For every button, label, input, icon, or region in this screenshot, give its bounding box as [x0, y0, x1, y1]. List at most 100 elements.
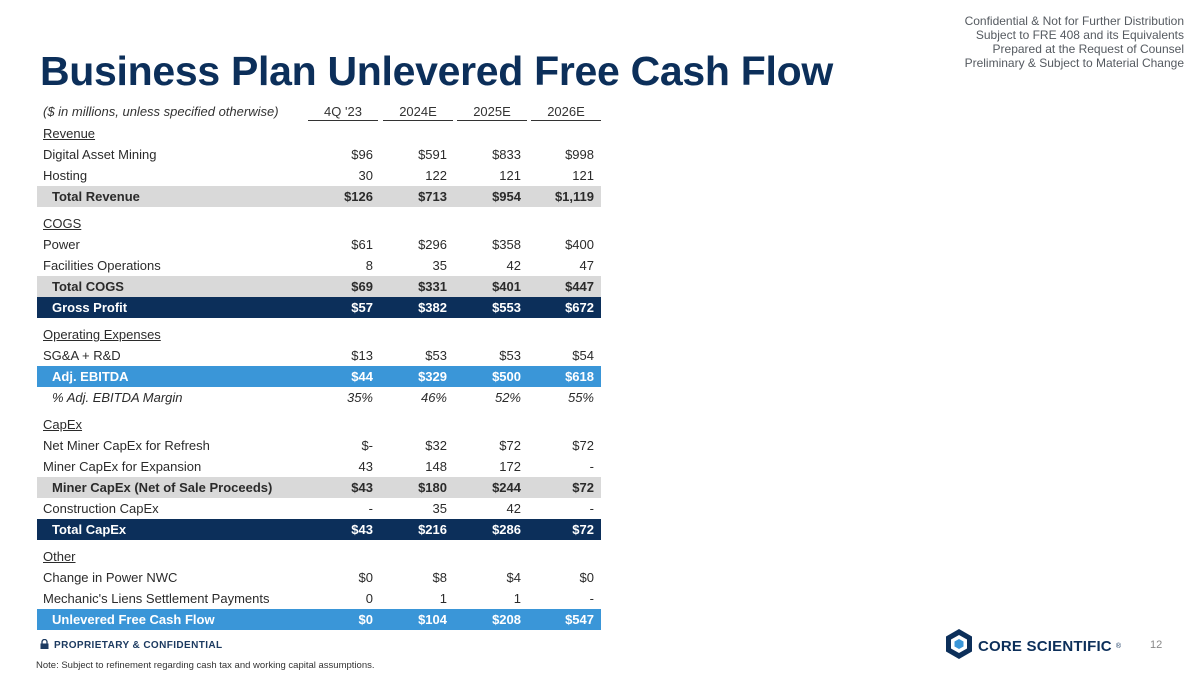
row-label: Total COGS: [52, 279, 124, 294]
lock-icon: [40, 638, 49, 652]
row-label: Mechanic's Liens Settlement Payments: [43, 591, 270, 606]
row-value: $591: [418, 147, 447, 162]
row-value: $358: [492, 237, 521, 252]
confidentiality-line: Confidential & Not for Further Distribut…: [964, 14, 1184, 28]
row-value: $382: [418, 300, 447, 315]
row-value: -: [368, 501, 373, 516]
table-row: Power $61 $296 $358 $400: [37, 234, 601, 255]
row-label: Revenue: [43, 126, 96, 141]
column-header: 4Q '23: [308, 104, 378, 121]
row-value: $32: [425, 438, 447, 453]
confidentiality-notice: Confidential & Not for Further Distribut…: [965, 14, 1184, 70]
table-row: Facilities Operations 8 35 42 47: [37, 255, 601, 276]
row-value: $998: [565, 147, 594, 162]
row-value: 42: [506, 501, 521, 516]
row-value: $400: [565, 237, 594, 252]
row-label: Miner CapEx for Expansion: [43, 459, 202, 474]
row-value: $547: [565, 612, 594, 627]
proprietary-label: PROPRIETARY & CONFIDENTIAL: [40, 638, 223, 652]
row-value: $104: [418, 612, 447, 627]
row-label: Hosting: [43, 168, 88, 183]
row-value: $954: [492, 189, 521, 204]
row-label: Adj. EBITDA: [52, 369, 129, 384]
row-label: Change in Power NWC: [43, 570, 178, 585]
confidentiality-line: Subject to FRE 408 and its Equivalents: [975, 28, 1184, 42]
row-value: $54: [572, 348, 594, 363]
column-header: 2026E: [531, 104, 601, 121]
row-value: 46%: [420, 390, 447, 405]
row-value: $1,119: [554, 189, 594, 204]
logo-text: CORE SCIENTIFIC: [978, 638, 1112, 655]
row-value: $208: [492, 612, 521, 627]
table-row: COGS: [37, 213, 601, 234]
row-value: $329: [418, 369, 447, 384]
confidentiality-line: Preliminary & Subject to Material Change: [964, 56, 1184, 70]
row-value: 172: [499, 459, 521, 474]
row-value: 122: [425, 168, 447, 183]
table-row: Total COGS $69 $331 $401 $447: [37, 276, 601, 297]
company-logo: CORE SCIENTIFIC ®: [944, 628, 1121, 665]
row-value: 35: [432, 258, 447, 273]
row-label: Total CapEx: [52, 522, 127, 537]
table-row: Miner CapEx for Expansion 43 148 172 -: [37, 456, 601, 477]
row-value: $69: [351, 279, 373, 294]
row-value: $96: [351, 147, 373, 162]
row-value: $126: [344, 189, 373, 204]
table-row: Gross Profit $57 $382 $553 $672: [37, 297, 601, 318]
table-row: Miner CapEx (Net of Sale Proceeds) $43 $18…: [37, 477, 601, 498]
table-row: Total CapEx $43 $216 $286 $72: [37, 519, 601, 540]
row-label: Unlevered Free Cash Flow: [52, 612, 215, 627]
row-value: 121: [572, 168, 594, 183]
table-row: Unlevered Free Cash Flow $0 $104 $208 $547: [37, 609, 601, 630]
table-row: Operating Expenses: [37, 324, 601, 345]
row-value: 55%: [567, 390, 594, 405]
hexagon-logo-icon: [944, 628, 974, 665]
table-row: Hosting 30 122 121 121: [37, 165, 601, 186]
page-number: 12: [1150, 639, 1163, 651]
proprietary-text: PROPRIETARY & CONFIDENTIAL: [54, 640, 223, 651]
row-value: $0: [579, 570, 594, 585]
row-value: $13: [351, 348, 373, 363]
table-row: Net Miner CapEx for Refresh $- $32 $72 $72: [37, 435, 601, 456]
row-value: 121: [499, 168, 521, 183]
row-label: Power: [43, 237, 80, 252]
row-value: $286: [492, 522, 521, 537]
row-value: $72: [572, 438, 594, 453]
page-title: Business Plan Unlevered Free Cash Flow: [40, 48, 833, 94]
row-label: Gross Profit: [52, 300, 128, 315]
row-label: Construction CapEx: [43, 501, 159, 516]
row-value: $72: [572, 480, 594, 495]
table-row: Total Revenue $126 $713 $954 $1,119: [37, 186, 601, 207]
row-value: $833: [492, 147, 521, 162]
row-value: $216: [418, 522, 447, 537]
row-label: CapEx: [43, 417, 83, 432]
row-value: -: [589, 501, 594, 516]
units-note: ($ in millions, unless specified otherwi…: [43, 104, 279, 119]
row-value: $8: [432, 570, 447, 585]
row-label: Facilities Operations: [43, 258, 161, 273]
row-value: $401: [492, 279, 521, 294]
row-value: $53: [425, 348, 447, 363]
table-row: CapEx: [37, 414, 601, 435]
row-value: -: [589, 459, 594, 474]
row-value: $0: [358, 570, 373, 585]
row-value: 148: [425, 459, 447, 474]
row-value: 1: [439, 591, 447, 606]
table-row: Adj. EBITDA $44 $329 $500 $618: [37, 366, 601, 387]
table-row: Mechanic's Liens Settlement Payments 0 1 1 -: [37, 588, 601, 609]
row-label: Digital Asset Mining: [43, 147, 157, 162]
row-label: Other: [43, 549, 76, 564]
table-row: Other: [37, 546, 601, 567]
row-label: Operating Expenses: [43, 327, 161, 342]
row-label: % Adj. EBITDA Margin: [52, 390, 183, 405]
row-value: $4: [506, 570, 521, 585]
row-value: $296: [418, 237, 447, 252]
row-value: 0: [365, 591, 373, 606]
footnote: Note: Subject to refinement regarding ca…: [36, 660, 375, 671]
row-value: 30: [358, 168, 373, 183]
row-label: COGS: [43, 216, 82, 231]
row-label: Total Revenue: [52, 189, 140, 204]
row-value: $43: [351, 522, 373, 537]
row-value: 8: [365, 258, 373, 273]
row-label: SG&A + R&D: [43, 348, 121, 363]
